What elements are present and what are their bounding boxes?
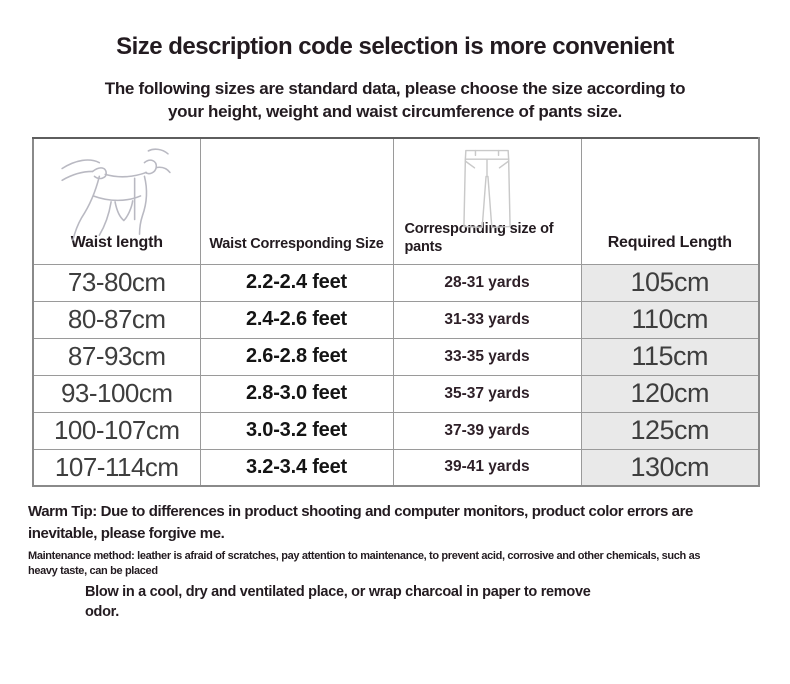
pants-yards-cell: 31-33 yards <box>392 300 582 339</box>
pants-yards-cell: 28-31 yards <box>392 263 582 302</box>
table-row: 73-80cm 2.2-2.4 feet 28-31 yards 105cm <box>32 263 760 302</box>
header-required-length: Required Length <box>580 137 760 265</box>
storage-line-1: Blow in a cool, dry and ventilated place… <box>85 584 591 600</box>
table-row: 80-87cm 2.4-2.6 feet 31-33 yards 110cm <box>32 300 760 339</box>
pants-icon <box>462 147 512 236</box>
warm-tip-line-1: Warm Tip: Due to differences in product … <box>28 503 694 520</box>
waist-cm-cell: 107-114cm <box>32 448 201 487</box>
waist-feet-cell: 2.2-2.4 feet <box>199 263 394 302</box>
header-pants-size: Corresponding size of pants <box>392 137 582 265</box>
header-waist-length-label: Waist length <box>70 233 163 251</box>
waist-feet-cell: 3.2-3.4 feet <box>199 448 394 487</box>
subtitle-line-1: The following sizes are standard data, p… <box>104 79 686 98</box>
subtitle-line-2: your height, weight and waist circumfere… <box>168 102 622 121</box>
table-row: 93-100cm 2.8-3.0 feet 35-37 yards 120cm <box>32 374 760 413</box>
required-length-cell: 125cm <box>580 411 760 450</box>
required-length-cell: 130cm <box>580 448 760 487</box>
size-table: Waist length Waist Corresponding Size <box>32 137 760 487</box>
header-pants-size-label: Corresponding size of pants <box>404 220 554 255</box>
maintenance-line-2: heavy taste, can be placed <box>28 565 158 577</box>
pants-yards-cell: 35-37 yards <box>392 374 582 413</box>
table-row: 87-93cm 2.6-2.8 feet 33-35 yards 115cm <box>32 337 760 376</box>
waist-feet-cell: 2.8-3.0 feet <box>199 374 394 413</box>
required-length-cell: 120cm <box>580 374 760 413</box>
storage-line-2: odor. <box>85 604 119 620</box>
required-length-cell: 105cm <box>580 263 760 302</box>
required-length-cell: 110cm <box>580 300 760 339</box>
waist-feet-cell: 2.4-2.6 feet <box>199 300 394 339</box>
waist-cm-cell: 100-107cm <box>32 411 201 450</box>
waist-cm-cell: 93-100cm <box>32 374 201 413</box>
header-waist-length: Waist length <box>32 137 201 265</box>
storage-note: Blow in a cool, dry and ventilated place… <box>85 582 591 622</box>
table-row: 100-107cm 3.0-3.2 feet 37-39 yards 125cm <box>32 411 760 450</box>
pants-yards-cell: 37-39 yards <box>392 411 582 450</box>
table-header-row: Waist length Waist Corresponding Size <box>32 137 760 265</box>
warm-tip-note: Warm Tip: Due to differences in product … <box>28 501 693 545</box>
maintenance-line-1: Maintenance method: leather is afraid of… <box>28 550 701 562</box>
waist-cm-cell: 80-87cm <box>32 300 201 339</box>
maintenance-note: Maintenance method: leather is afraid of… <box>28 549 701 579</box>
pants-yards-cell: 33-35 yards <box>392 337 582 376</box>
header-waist-corresponding-size-label: Waist Corresponding Size <box>209 235 384 252</box>
waist-feet-cell: 3.0-3.2 feet <box>199 411 394 450</box>
waist-cm-cell: 87-93cm <box>32 337 201 376</box>
waist-measure-icon <box>58 145 176 248</box>
header-waist-corresponding-size: Waist Corresponding Size <box>199 137 394 265</box>
required-length-cell: 115cm <box>580 337 760 376</box>
waist-feet-cell: 2.6-2.8 feet <box>199 337 394 376</box>
subtitle: The following sizes are standard data, p… <box>0 77 790 123</box>
warm-tip-line-2: inevitable, please forgive me. <box>28 525 225 542</box>
page-title: Size description code selection is more … <box>116 33 674 60</box>
header-required-length-label: Required Length <box>607 233 732 251</box>
table-row: 107-114cm 3.2-3.4 feet 39-41 yards 130cm <box>32 448 760 487</box>
waist-cm-cell: 73-80cm <box>32 263 201 302</box>
pants-yards-cell: 39-41 yards <box>392 448 582 487</box>
